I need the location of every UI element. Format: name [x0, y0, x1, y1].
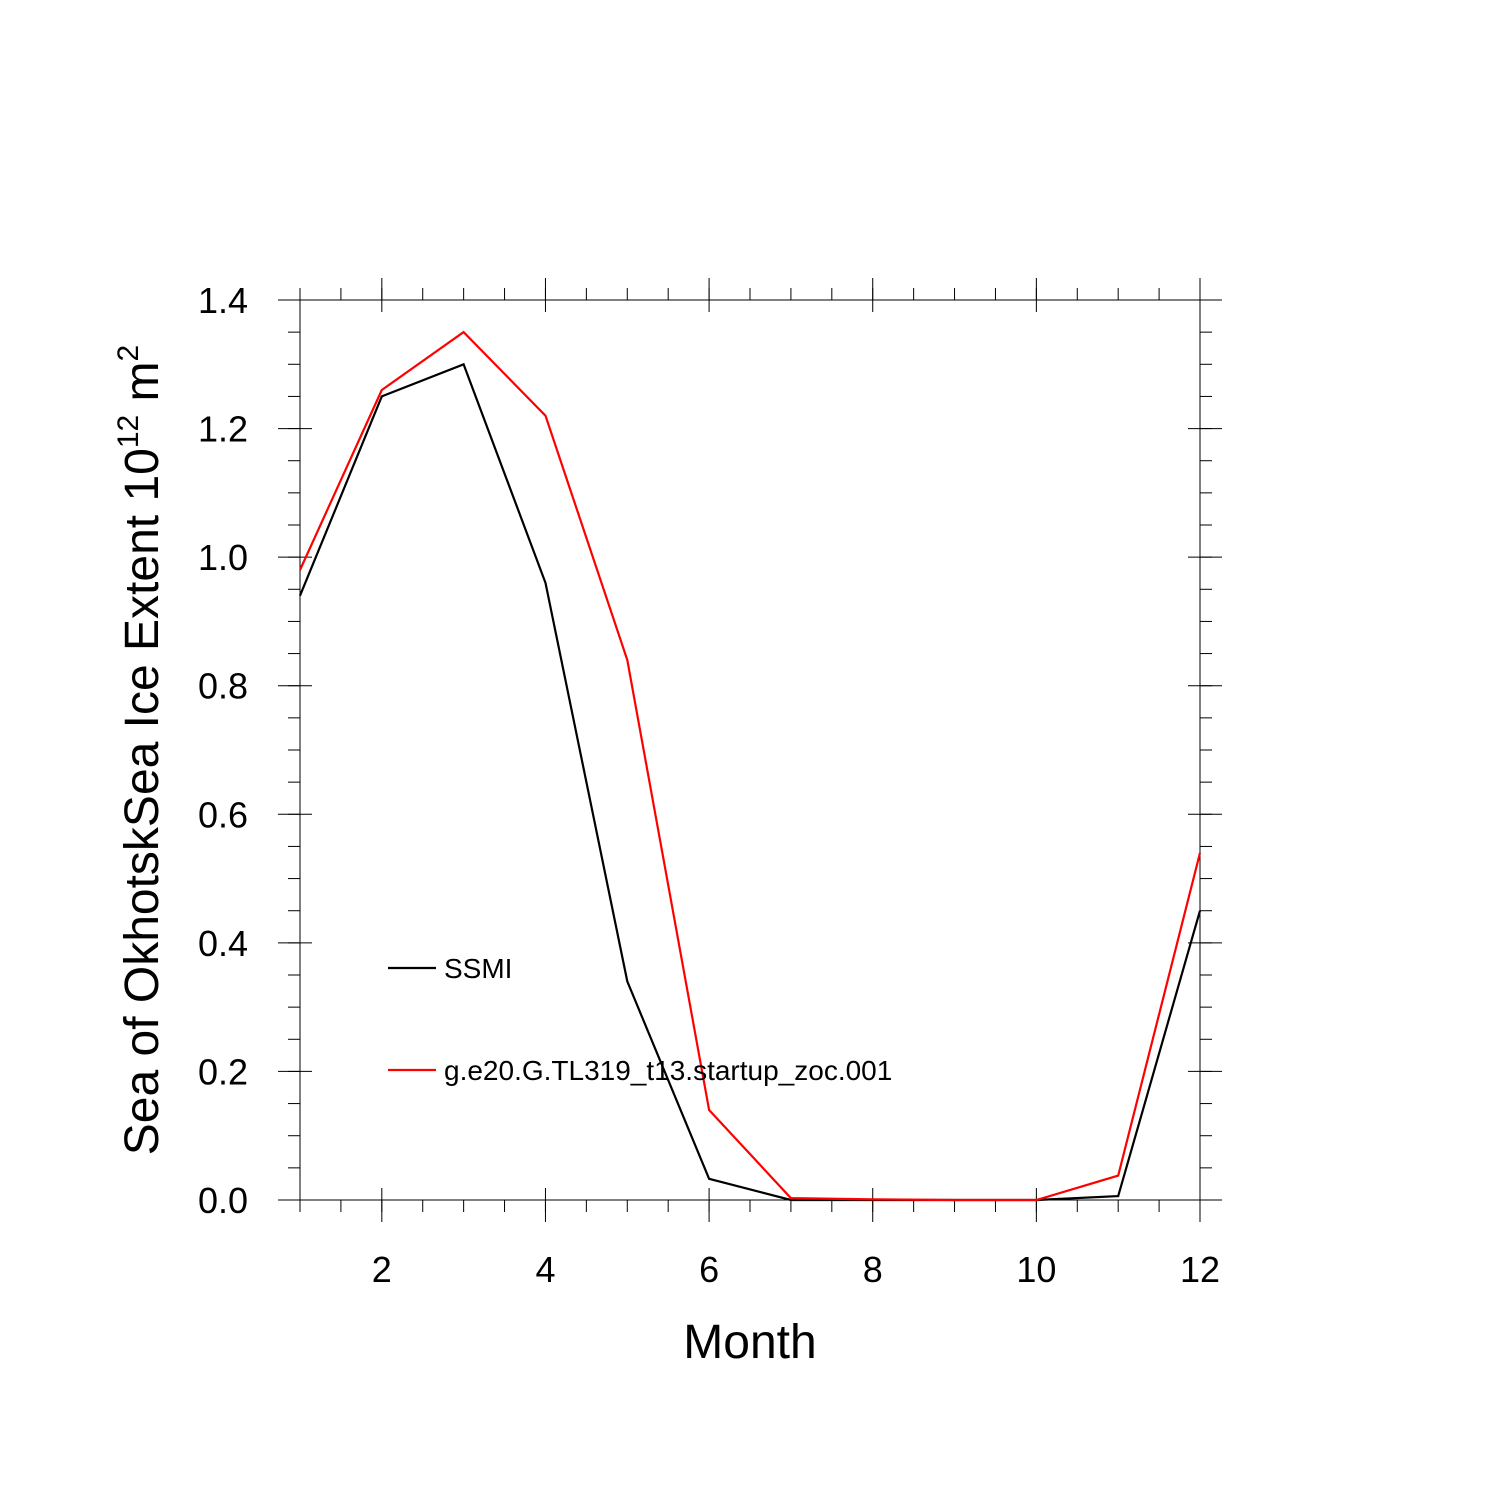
y-tick-label: 0.2	[198, 1051, 248, 1092]
x-axis-title: Month	[683, 1316, 816, 1369]
y-tick-labels: 0.0 0.2 0.4 0.6 0.8 1.0 1.2 1.4	[198, 280, 248, 1221]
x-tick-label: 10	[1016, 1249, 1056, 1290]
legend-label: SSMI	[444, 953, 512, 984]
y-axis-title-unit: m	[116, 361, 169, 414]
major-ticks	[278, 278, 1222, 1222]
y-axis-title-main: Sea of OkhotskSea Ice Extent 10	[116, 448, 169, 1155]
x-tick-label: 2	[372, 1249, 392, 1290]
y-tick-label: 1.4	[198, 280, 248, 321]
x-tick-label: 6	[699, 1249, 719, 1290]
legend: SSMI g.e20.G.TL319_t13.startup_zoc.001	[388, 953, 892, 1086]
y-tick-label: 1.2	[198, 409, 248, 450]
y-tick-label: 0.0	[198, 1180, 248, 1221]
y-tick-label: 0.6	[198, 794, 248, 835]
series-line-model	[298, 330, 1202, 1202]
y-axis-title-unit-exponent: 2	[112, 345, 145, 362]
x-tick-label: 8	[863, 1249, 883, 1290]
y-tick-label: 0.4	[198, 923, 248, 964]
y-axis-title-exponent: 12	[112, 415, 145, 448]
legend-label: g.e20.G.TL319_t13.startup_zoc.001	[444, 1055, 892, 1086]
y-tick-label: 0.8	[198, 666, 248, 707]
series-lines	[298, 330, 1202, 1202]
x-tick-labels: 2 4 6 8 10 12	[372, 1249, 1220, 1290]
y-tick-label: 1.0	[198, 537, 248, 578]
series-line-ssmi	[298, 362, 1202, 1202]
x-tick-label: 12	[1180, 1249, 1220, 1290]
y-axis-title: Sea of OkhotskSea Ice Extent 1012 m2	[112, 345, 169, 1155]
x-tick-label: 4	[535, 1249, 555, 1290]
